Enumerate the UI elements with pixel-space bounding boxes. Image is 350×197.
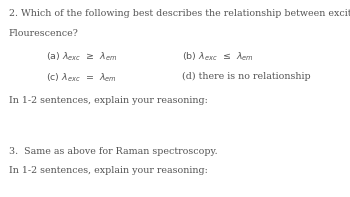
Text: (d) there is no relationship: (d) there is no relationship	[182, 72, 311, 81]
Text: Flourescence?: Flourescence?	[9, 29, 79, 38]
Text: 2. Which of the following best describes the relationship between excitation and: 2. Which of the following best describes…	[9, 9, 350, 18]
Text: (c) $\lambda_{exc}$  =  $\lambda_{em}$: (c) $\lambda_{exc}$ = $\lambda_{em}$	[46, 72, 117, 84]
Text: In 1-2 sentences, explain your reasoning:: In 1-2 sentences, explain your reasoning…	[9, 166, 208, 176]
Text: In 1-2 sentences, explain your reasoning:: In 1-2 sentences, explain your reasoning…	[9, 96, 208, 105]
Text: (a) $\lambda_{exc}$  ≥  $\lambda_{em}$: (a) $\lambda_{exc}$ ≥ $\lambda_{em}$	[46, 50, 117, 63]
Text: 3.  Same as above for Raman spectroscopy.: 3. Same as above for Raman spectroscopy.	[9, 147, 217, 156]
Text: (b) $\lambda_{exc}$  ≤  $\lambda_{em}$: (b) $\lambda_{exc}$ ≤ $\lambda_{em}$	[182, 50, 254, 63]
